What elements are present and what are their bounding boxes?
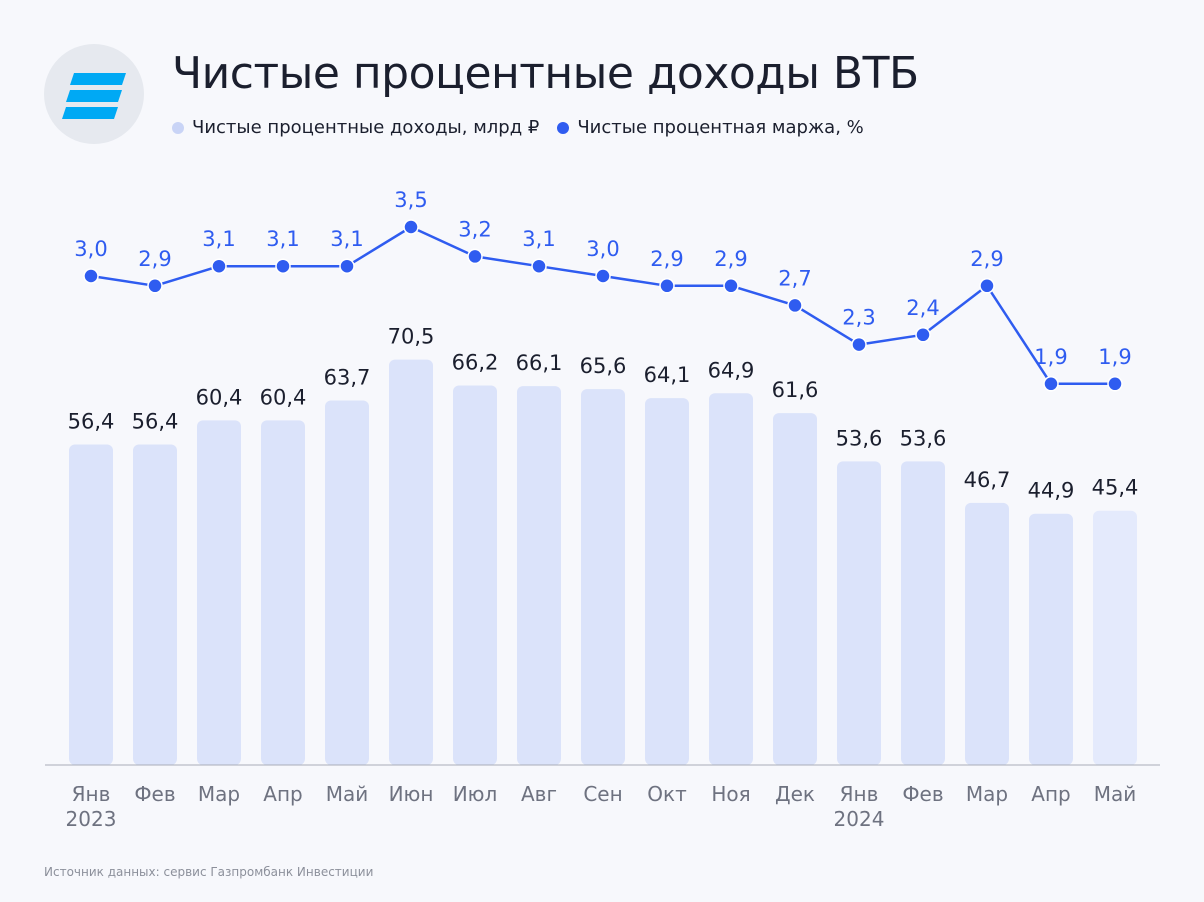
legend-label: Чистые процентные доходы, млрд ₽ (192, 117, 540, 138)
bar (773, 413, 817, 765)
x-tick-label: Сен (583, 782, 622, 806)
bar-label: 45,4 (1092, 476, 1139, 500)
bar (133, 444, 177, 765)
bar-label: 44,9 (1028, 479, 1075, 503)
x-tick-label: Мар (966, 782, 1008, 806)
bar-label: 64,1 (644, 363, 691, 387)
x-tick-label: Май (326, 782, 369, 806)
bar (709, 393, 753, 765)
x-tick-label: Янв (72, 782, 111, 806)
bar (837, 461, 881, 765)
legend: Чистые процентные доходы, млрд ₽ Чистые … (172, 117, 864, 138)
bar-label: 64,9 (708, 358, 755, 382)
bar (965, 502, 1009, 765)
legend-label: Чистые процентная маржа, % (577, 117, 864, 138)
bar (197, 420, 241, 765)
bar (581, 389, 625, 765)
margin-label: 2,4 (906, 296, 939, 320)
x-tick-label: Дек (775, 782, 815, 806)
margin-point (979, 278, 995, 294)
x-tick-label: Авг (521, 782, 557, 806)
bar (1093, 510, 1137, 765)
x-tick-label: Апр (263, 782, 302, 806)
margin-point (339, 258, 355, 274)
margin-point (467, 248, 483, 265)
x-tick-label: Мар (198, 782, 240, 806)
margin-label: 3,1 (202, 227, 235, 251)
margin-label: 2,9 (138, 247, 171, 271)
margin-point (851, 336, 867, 353)
legend-item-line: Чистые процентная маржа, % (557, 117, 864, 138)
bar (517, 386, 561, 765)
legend-item-bars: Чистые процентные доходы, млрд ₽ (172, 117, 539, 138)
margin-point (1107, 376, 1123, 392)
x-tick-label: Ноя (711, 782, 750, 806)
bar (69, 444, 113, 765)
page-title: Чистые процентные доходы ВТБ (172, 48, 919, 99)
margin-label: 3,1 (266, 227, 299, 251)
margin-point (531, 258, 547, 274)
x-tick-label: Май (1094, 782, 1137, 806)
margin-point (147, 278, 163, 294)
x-tick-label: Окт (647, 782, 687, 806)
legend-bar-swatch (172, 121, 184, 134)
x-tick-label: 2023 (66, 807, 117, 831)
gazprombank-logo-icon (62, 73, 126, 119)
bar (453, 385, 497, 765)
bar-label: 60,4 (196, 385, 243, 409)
bar (901, 461, 945, 765)
margin-label: 2,3 (842, 306, 875, 330)
margin-label: 1,9 (1034, 345, 1067, 369)
margin-point (723, 278, 739, 294)
legend-line-swatch (557, 121, 570, 134)
margin-label: 3,2 (458, 217, 491, 241)
margin-point (595, 268, 611, 284)
bar (1029, 513, 1073, 765)
x-tick-label: Фев (134, 782, 175, 806)
bar-label: 56,4 (132, 409, 179, 433)
x-tick-label: 2024 (834, 807, 885, 831)
bar (645, 398, 689, 765)
x-tick-label: Апр (1031, 782, 1070, 806)
bar-label: 65,6 (580, 354, 627, 378)
bar-label: 60,4 (260, 385, 307, 409)
x-tick-label: Июл (453, 782, 498, 806)
source-note: Источник данных: сервис Газпромбанк Инве… (44, 865, 374, 879)
bar-label: 53,6 (836, 426, 883, 450)
x-tick-label: Янв (840, 782, 879, 806)
margin-label: 3,0 (74, 237, 107, 261)
margin-label: 3,1 (330, 227, 363, 251)
margin-point (83, 268, 99, 284)
margin-label: 3,5 (394, 188, 427, 212)
margin-point (1043, 376, 1059, 392)
bar-label: 56,4 (68, 409, 115, 433)
margin-point (275, 258, 291, 274)
margin-label: 2,9 (650, 247, 683, 271)
x-tick-label: Фев (902, 782, 943, 806)
x-tick-label: Июн (389, 782, 434, 806)
margin-point (211, 258, 227, 274)
margin-label: 2,9 (714, 247, 747, 271)
bar-label: 70,5 (388, 325, 435, 349)
margin-label: 3,1 (522, 227, 555, 251)
bar-label: 53,6 (900, 426, 947, 450)
bar-label: 66,2 (452, 350, 499, 374)
margin-point (659, 278, 675, 294)
bar (325, 400, 369, 765)
margin-label: 2,7 (778, 266, 811, 290)
margin-point (787, 297, 803, 314)
logo (44, 44, 144, 144)
margin-point (915, 327, 931, 343)
bar-label: 61,6 (772, 378, 819, 402)
margin-point (403, 219, 419, 235)
bar (261, 420, 305, 765)
margin-label: 1,9 (1098, 345, 1131, 369)
bar-label: 63,7 (324, 366, 371, 390)
bar-label: 46,7 (964, 468, 1011, 492)
bar (389, 359, 433, 765)
bar-label: 66,1 (516, 351, 563, 375)
margin-label: 2,9 (970, 247, 1003, 271)
margin-label: 3,0 (586, 237, 619, 261)
